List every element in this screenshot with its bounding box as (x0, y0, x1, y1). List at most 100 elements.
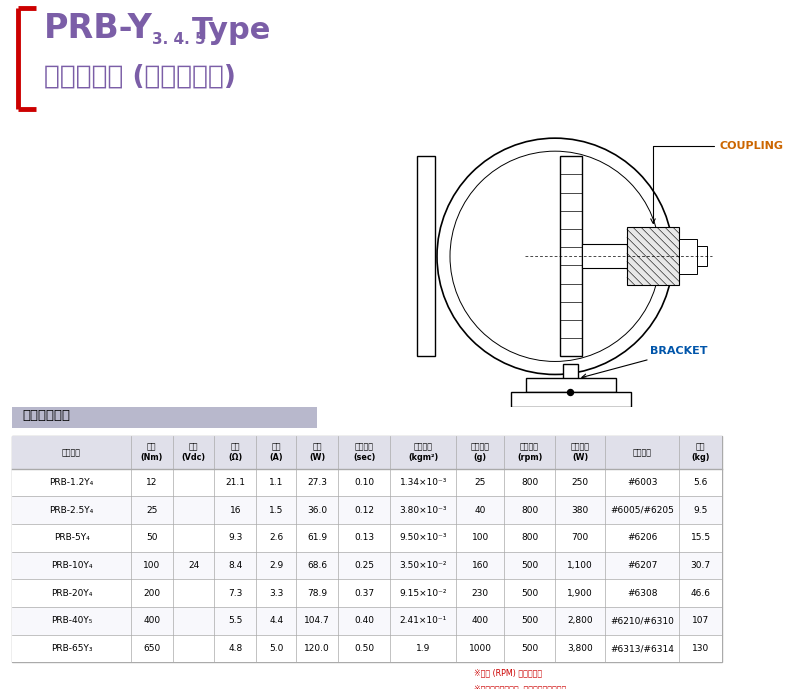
Text: 2.6: 2.6 (269, 533, 283, 542)
Text: 250: 250 (572, 478, 589, 487)
Text: 1,900: 1,900 (567, 588, 593, 598)
Bar (510, 393, 630, 407)
Text: 104.7: 104.7 (304, 617, 330, 626)
Text: 400: 400 (472, 617, 489, 626)
Text: 粉末容量
(g): 粉末容量 (g) (470, 442, 490, 462)
Circle shape (437, 138, 673, 374)
Bar (12, 579, 722, 607)
Text: 阻抗
(Ω): 阻抗 (Ω) (228, 442, 242, 462)
Text: 3.50×10⁻²: 3.50×10⁻² (400, 561, 447, 570)
Text: BRACKET: BRACKET (581, 347, 707, 378)
Text: 3. 4. 5: 3. 4. 5 (152, 32, 206, 47)
Text: 61.9: 61.9 (307, 533, 328, 542)
Text: 30.7: 30.7 (690, 561, 710, 570)
Text: 0.37: 0.37 (354, 588, 374, 598)
Text: 1.34×10⁻³: 1.34×10⁻³ (400, 478, 447, 487)
Text: 25: 25 (146, 506, 157, 515)
Text: PRB-5Y₄: PRB-5Y₄ (54, 533, 89, 542)
Text: 9.15×10⁻²: 9.15×10⁻² (400, 588, 447, 598)
Text: 7.3: 7.3 (228, 588, 242, 598)
Bar (12, 469, 722, 496)
Bar (12, 607, 722, 635)
Text: 68.6: 68.6 (307, 561, 328, 570)
Text: 3,800: 3,800 (567, 644, 593, 653)
Text: 650: 650 (144, 644, 161, 653)
Text: 200: 200 (144, 588, 161, 598)
Text: 12: 12 (146, 478, 157, 487)
Circle shape (568, 389, 573, 395)
Text: 5.6: 5.6 (693, 478, 708, 487)
Text: #6005/#6205: #6005/#6205 (611, 506, 674, 515)
Text: ※连续使用最大转速, 可导致过热或损墙。: ※连续使用最大转速, 可导致过热或损墙。 (474, 684, 566, 689)
Text: 9.50×10⁻³: 9.50×10⁻³ (400, 533, 447, 542)
Text: 15.5: 15.5 (690, 533, 710, 542)
Text: 380: 380 (572, 506, 589, 515)
Text: #6206: #6206 (627, 533, 658, 542)
Text: 107: 107 (692, 617, 710, 626)
Text: 产品技术参数: 产品技术参数 (23, 409, 71, 422)
Bar (12, 404, 317, 428)
Text: 800: 800 (521, 533, 539, 542)
Bar (563, 364, 578, 407)
Bar (697, 246, 707, 267)
Text: PRB-65Y₃: PRB-65Y₃ (51, 644, 92, 653)
Text: 800: 800 (521, 506, 539, 515)
Text: 时间常数
(sec): 时间常数 (sec) (353, 442, 375, 462)
Text: 500: 500 (521, 588, 539, 598)
Text: 9.5: 9.5 (693, 506, 708, 515)
Text: #6207: #6207 (627, 561, 658, 570)
Text: 400: 400 (144, 617, 161, 626)
Text: 1.9: 1.9 (416, 644, 431, 653)
Text: PRB-40Y₅: PRB-40Y₅ (51, 617, 92, 626)
Text: #6210/#6310: #6210/#6310 (611, 617, 674, 626)
Text: #6003: #6003 (627, 478, 658, 487)
Text: 电力
(W): 电力 (W) (309, 442, 325, 462)
Bar (12, 436, 722, 662)
Text: 800: 800 (521, 478, 539, 487)
Bar (12, 496, 722, 524)
Bar (12, 524, 722, 552)
Bar (582, 245, 627, 268)
Circle shape (450, 151, 660, 362)
Text: 24: 24 (188, 561, 200, 570)
Text: 46.6: 46.6 (691, 588, 710, 598)
Text: 5.0: 5.0 (269, 644, 284, 653)
Text: 滑动功率
(W): 滑动功率 (W) (571, 442, 590, 462)
Text: 4.8: 4.8 (228, 644, 242, 653)
Text: 轴承规格: 轴承规格 (633, 448, 652, 457)
Bar (627, 227, 679, 285)
Text: 500: 500 (521, 561, 539, 570)
Text: 2,800: 2,800 (568, 617, 593, 626)
Text: ※转速 (RPM) 是最大转速: ※转速 (RPM) 是最大转速 (474, 668, 542, 677)
Text: 40: 40 (474, 506, 486, 515)
Text: PRB-10Y₄: PRB-10Y₄ (51, 561, 92, 570)
Text: 160: 160 (471, 561, 489, 570)
Bar (12, 635, 722, 662)
Text: 8.4: 8.4 (228, 561, 242, 570)
Text: 1,100: 1,100 (567, 561, 593, 570)
Bar (679, 239, 697, 274)
Text: 2.9: 2.9 (269, 561, 283, 570)
Text: 5.5: 5.5 (228, 617, 242, 626)
Text: 粉末制动器 (自然气冷式): 粉末制动器 (自然气冷式) (44, 63, 236, 89)
Text: COUPLING: COUPLING (650, 141, 784, 223)
Bar (417, 156, 435, 356)
Text: PRB-2.5Y₄: PRB-2.5Y₄ (49, 506, 93, 515)
Text: 50: 50 (146, 533, 157, 542)
Text: 4.4: 4.4 (269, 617, 283, 626)
Bar (560, 156, 582, 356)
Text: 1.5: 1.5 (269, 506, 284, 515)
Text: PRB-Y: PRB-Y (44, 12, 153, 45)
Text: PRB-1.2Y₄: PRB-1.2Y₄ (49, 478, 93, 487)
Text: 3.3: 3.3 (269, 588, 284, 598)
Text: 230: 230 (472, 588, 489, 598)
Text: 2.41×10⁻¹: 2.41×10⁻¹ (400, 617, 447, 626)
Bar (12, 436, 722, 469)
Text: PRB-20Y₄: PRB-20Y₄ (51, 588, 92, 598)
Text: 36.0: 36.0 (307, 506, 328, 515)
Bar (12, 552, 722, 579)
Text: 78.9: 78.9 (307, 588, 328, 598)
Text: 0.25: 0.25 (354, 561, 374, 570)
Text: 旋转次数
(rpm): 旋转次数 (rpm) (517, 442, 543, 462)
Text: 1000: 1000 (469, 644, 491, 653)
